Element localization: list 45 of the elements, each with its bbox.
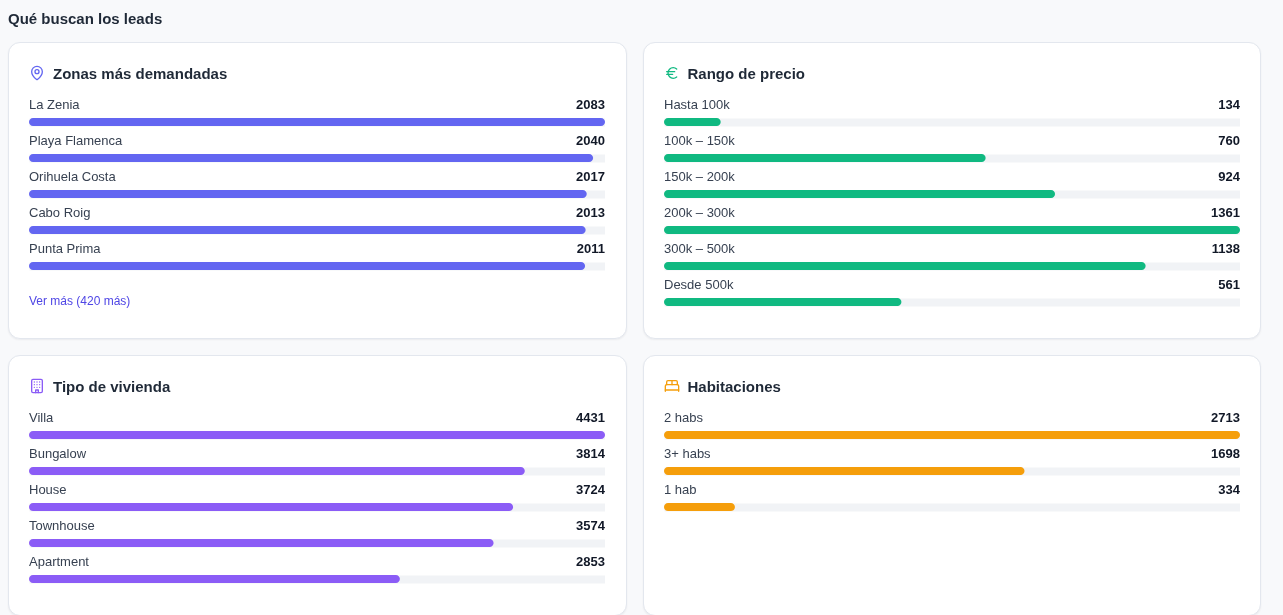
y-tick-label: House: [29, 482, 67, 497]
data-label: 2853: [576, 554, 605, 569]
y-tick-label: Villa: [29, 410, 55, 425]
y-tick-label: 2 habs: [663, 410, 704, 425]
data-label: 4431: [576, 410, 605, 425]
data-label: 2040: [576, 133, 605, 148]
data-label: 760: [1217, 133, 1240, 148]
data-label: 2011: [576, 241, 605, 256]
data-label: 2083: [576, 97, 605, 112]
y-tick-label: Desde 500k: [663, 277, 734, 292]
y-tick-label: 100k – 150k: [663, 133, 735, 148]
y-tick-label: 150k – 200k: [663, 169, 735, 184]
y-tick-label: La Zenia: [29, 97, 81, 112]
y-tick-label: Bungalow: [29, 446, 87, 461]
data-label: 3814: [576, 446, 606, 461]
y-tick-label: Punta Prima: [29, 241, 102, 256]
data-label: 1698: [1210, 446, 1240, 461]
y-tick-label: Cabo Roig: [29, 205, 91, 220]
data-label: 134: [1217, 97, 1241, 112]
y-tick-label: Playa Flamenca: [29, 133, 123, 148]
bar: [663, 118, 721, 126]
y-tick-label: 1 hab: [663, 482, 697, 497]
data-label: 924: [1217, 169, 1241, 184]
text: Qué buscan los leads: [8, 10, 163, 28]
y-tick-label: Orihuela Costa: [29, 169, 117, 184]
data-label: 3574: [576, 518, 606, 533]
y-tick-label: 3+ habs: [663, 446, 711, 461]
data-label: 334: [1217, 482, 1241, 497]
data-label: 561: [1217, 277, 1240, 292]
chart-title: Rango de precio: [687, 64, 806, 82]
y-tick-label: 200k – 300k: [663, 205, 735, 220]
data-label: 2713: [1210, 410, 1240, 425]
chart-title: Tipo de vivienda: [53, 377, 171, 395]
y-tick-label: Apartment: [29, 554, 90, 569]
y-tick-label: 300k – 500k: [663, 241, 735, 256]
data-label: 2017: [576, 169, 605, 184]
data-label: 3724: [576, 482, 606, 497]
chart-title: Habitaciones: [687, 377, 781, 395]
data-label: 1361: [1210, 205, 1240, 220]
y-tick-label: Townhouse: [29, 518, 95, 533]
y-tick-label: Hasta 100k: [663, 97, 730, 112]
data-label: 2013: [576, 205, 605, 220]
text: Ver más (420 más): [29, 294, 131, 308]
chart-title: Zonas más demandadas: [53, 64, 228, 82]
data-label: 1138: [1211, 241, 1240, 256]
